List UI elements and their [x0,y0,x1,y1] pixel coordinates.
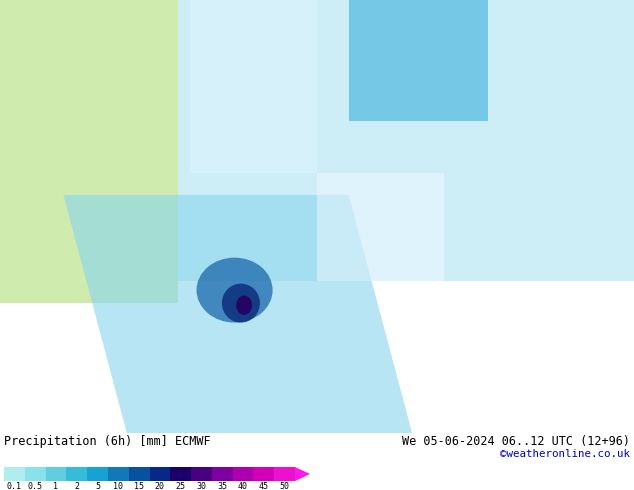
Bar [87,467,108,481]
Ellipse shape [197,258,273,322]
Text: 45: 45 [259,482,269,490]
Bar [0,0,178,303]
Text: 10: 10 [113,482,124,490]
Text: Precipitation (6h) [mm] ECMWF: Precipitation (6h) [mm] ECMWF [4,435,210,448]
Text: 2: 2 [74,482,79,490]
Bar [150,467,171,481]
Bar [67,467,87,481]
Bar [190,0,317,173]
Bar [275,467,295,481]
Text: 30: 30 [197,482,207,490]
Text: We 05-06-2024 06..12 UTC (12+96): We 05-06-2024 06..12 UTC (12+96) [402,435,630,448]
Text: 40: 40 [238,482,248,490]
Bar [25,467,46,481]
Text: 5: 5 [95,482,100,490]
Bar [46,467,67,481]
Bar [178,0,634,281]
Bar [108,467,129,481]
Text: 35: 35 [217,482,227,490]
Bar [317,173,444,281]
Bar [212,467,233,481]
Bar [233,467,254,481]
Text: 15: 15 [134,482,144,490]
Bar [254,467,275,481]
Ellipse shape [236,295,252,315]
Bar [191,467,212,481]
Ellipse shape [222,284,260,322]
Bar [349,0,488,121]
Text: 0.5: 0.5 [28,482,42,490]
Text: 1: 1 [53,482,58,490]
Bar [129,467,150,481]
Text: ©weatheronline.co.uk: ©weatheronline.co.uk [500,449,630,459]
Text: 50: 50 [280,482,290,490]
Text: 25: 25 [176,482,186,490]
FancyArrow shape [295,467,310,481]
Text: 20: 20 [155,482,165,490]
Polygon shape [63,195,412,433]
Bar [4,467,25,481]
Text: 0.1: 0.1 [7,482,22,490]
Bar [171,467,191,481]
